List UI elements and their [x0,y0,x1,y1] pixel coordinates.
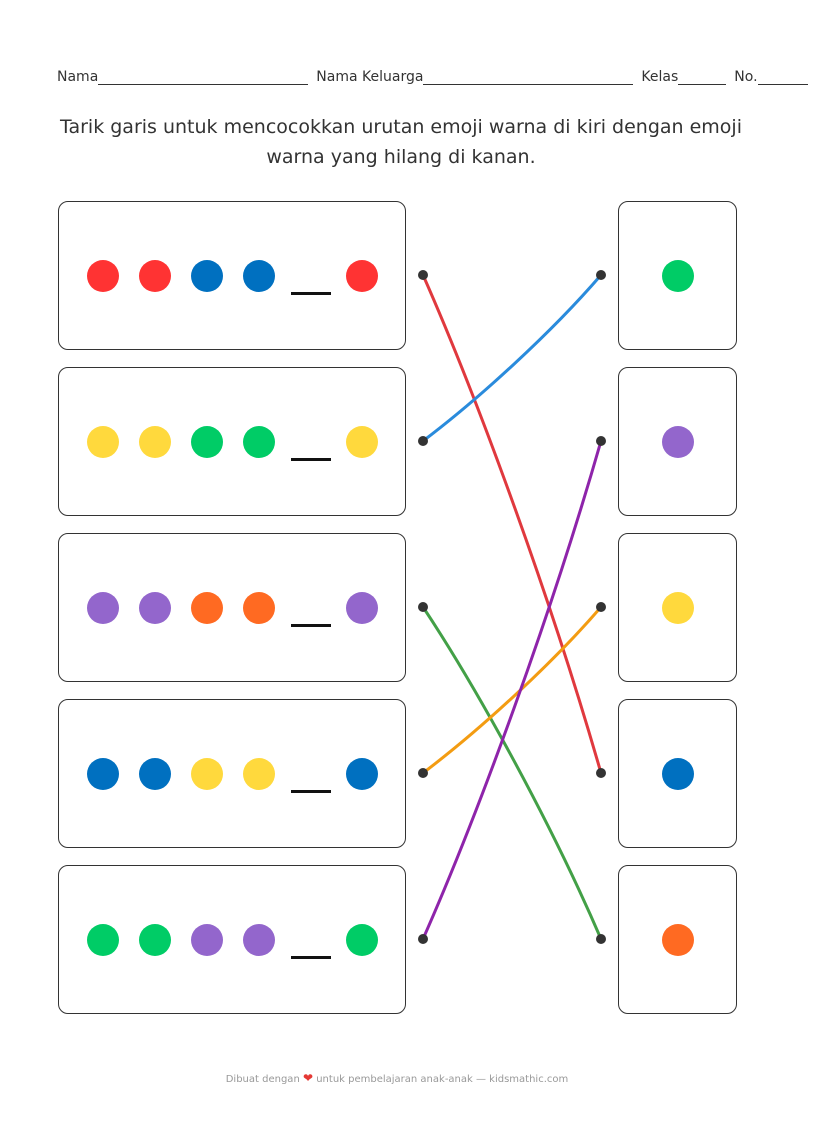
sequence-box [58,367,406,516]
left-anchor-point[interactable] [418,602,428,612]
color-dot-purple [191,924,223,956]
color-dot-yellow [346,426,378,458]
left-anchor-point[interactable] [418,934,428,944]
class-label: Kelas [641,69,679,85]
answer-box [618,367,737,516]
missing-blank [291,458,331,461]
missing-blank [291,624,331,627]
answer-box [618,201,737,350]
right-anchor-point[interactable] [596,602,606,612]
right-anchor-point[interactable] [596,436,606,446]
name-label: Nama [57,69,99,85]
color-dot-red [87,260,119,292]
color-dot-yellow [191,758,223,790]
answer-box [618,699,737,848]
answer-dot-yellow [662,592,694,624]
color-dot-red [139,260,171,292]
left-anchor-point[interactable] [418,436,428,446]
right-anchor-point[interactable] [596,768,606,778]
color-dot-green [243,426,275,458]
color-dot-blue [243,260,275,292]
answer-dot-orange [662,924,694,956]
answer-dot-purple [662,426,694,458]
footer-text-after: untuk pembelajaran anak-anak — kidsmathi… [316,1074,569,1085]
left-anchor-point[interactable] [418,768,428,778]
connection-line [421,274,603,774]
connection-line [422,274,603,443]
connection-line [422,606,603,775]
color-dot-purple [243,924,275,956]
color-dot-green [346,924,378,956]
color-dot-red [346,260,378,292]
left-anchor-point[interactable] [418,270,428,280]
answer-box [618,865,737,1014]
family-name-field[interactable] [423,70,634,85]
name-field[interactable] [98,70,309,85]
sequence-box [58,533,406,682]
heart-icon: ❤ [302,1071,314,1085]
color-dot-blue [191,260,223,292]
connection-line [421,440,603,940]
footer-text-before: Dibuat dengan [225,1074,300,1085]
right-anchor-point[interactable] [596,934,606,944]
right-anchor-point[interactable] [596,270,606,280]
missing-blank [291,956,331,959]
color-dot-yellow [87,426,119,458]
color-dot-green [139,924,171,956]
family-name-label: Nama Keluarga [316,69,424,85]
color-dot-yellow [243,758,275,790]
number-field[interactable] [757,70,808,85]
color-dot-green [191,426,223,458]
class-field[interactable] [678,70,727,85]
sequence-box [58,699,406,848]
missing-blank [291,292,331,295]
answer-dot-blue [662,758,694,790]
answer-dot-green [662,260,694,292]
color-dot-orange [191,592,223,624]
color-dot-blue [346,758,378,790]
color-dot-yellow [139,426,171,458]
answer-box [618,533,737,682]
color-dot-purple [346,592,378,624]
footer: Dibuat dengan ❤ untuk pembelajaran anak-… [0,1071,794,1085]
sequence-box [58,201,406,350]
color-dot-purple [87,592,119,624]
sequence-box [58,865,406,1014]
number-label: No. [734,69,758,85]
color-dot-purple [139,592,171,624]
missing-blank [291,790,331,793]
student-info-header: Nama Nama Keluarga Kelas No. [57,69,816,85]
color-dot-blue [139,758,171,790]
connection-line [421,606,603,940]
color-dot-green [87,924,119,956]
color-dot-blue [87,758,119,790]
color-dot-orange [243,592,275,624]
instruction-text: Tarik garis untuk mencocokkan urutan emo… [60,116,742,168]
